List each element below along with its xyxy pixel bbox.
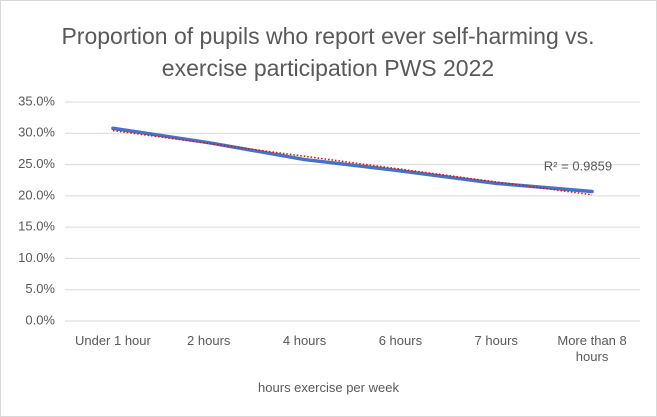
chart-title: Proportion of pupils who report ever sel… bbox=[61, 23, 595, 81]
trendline-annotation: R² = 0.9859 bbox=[544, 158, 612, 173]
data-line bbox=[111, 126, 594, 194]
x-tick-label: 2 hours bbox=[187, 333, 231, 348]
x-axis-title: hours exercise per week bbox=[258, 380, 399, 395]
y-tick-label: 30.0% bbox=[18, 125, 55, 140]
y-tick-label: 10.0% bbox=[18, 250, 55, 265]
x-tick-label: 7 hours bbox=[474, 333, 518, 348]
y-tick-label: 20.0% bbox=[18, 187, 55, 202]
trendline bbox=[112, 129, 593, 196]
x-tick-label: More than 8 hours bbox=[557, 333, 627, 364]
y-tick-label: 5.0% bbox=[25, 281, 55, 296]
y-tick-label: 35.0% bbox=[18, 93, 55, 108]
y-tick-label: 15.0% bbox=[18, 219, 55, 234]
x-tick-label: Under 1 hour bbox=[74, 333, 151, 348]
y-tick-label: 0.0% bbox=[25, 312, 55, 327]
x-tick-label: 4 hours bbox=[282, 333, 327, 348]
x-tick-label: 6 hours bbox=[378, 333, 423, 348]
y-tick-label: 25.0% bbox=[18, 156, 55, 171]
